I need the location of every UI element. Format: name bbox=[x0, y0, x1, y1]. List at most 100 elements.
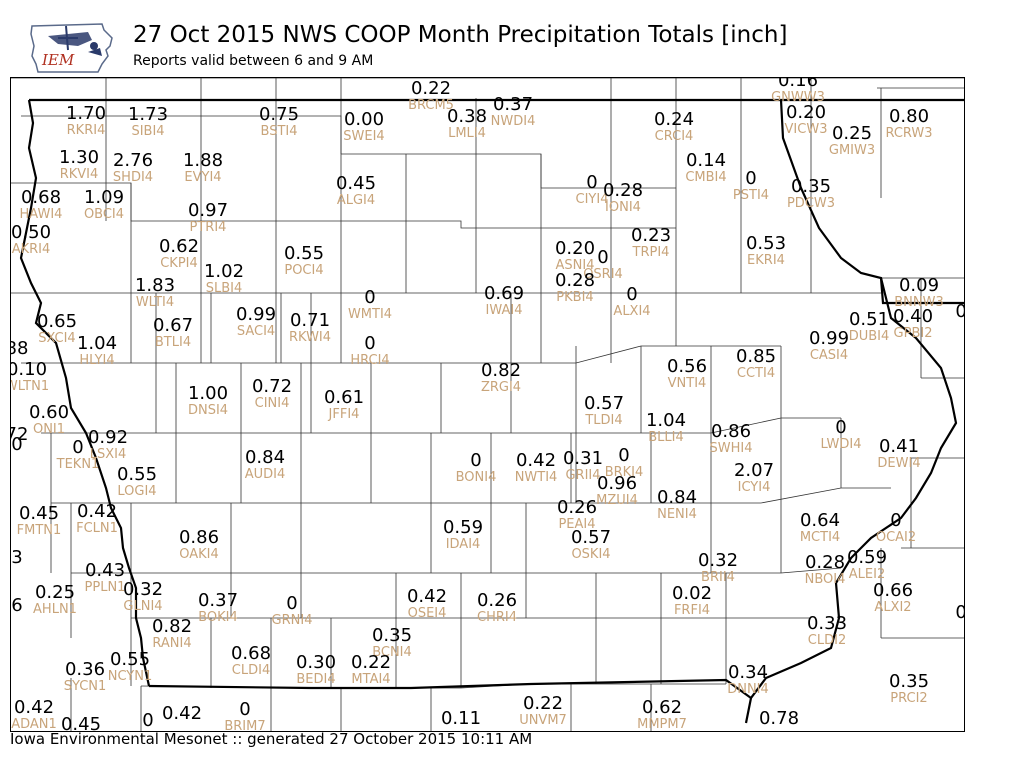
precip-value: 0.23 bbox=[631, 225, 671, 246]
station-id: CLDI2 bbox=[808, 633, 846, 648]
station-id: GRII4 bbox=[565, 468, 600, 483]
station-id: BOKI4 bbox=[198, 610, 238, 625]
precip-value: 0.28 bbox=[555, 270, 595, 291]
precip-value: 1.04 bbox=[77, 333, 117, 354]
station-id: BRII4 bbox=[701, 570, 735, 585]
precip-value: 0.55 bbox=[117, 464, 157, 485]
precip-value: 0. bbox=[955, 301, 964, 322]
station-id: HRCI4 bbox=[350, 353, 389, 368]
station-id: PEAI4 bbox=[558, 517, 595, 532]
station-id: IDAI4 bbox=[446, 537, 481, 552]
station-id: PSTI4 bbox=[733, 188, 769, 203]
station-id: FRFI4 bbox=[674, 603, 710, 618]
precip-value: 2.76 bbox=[113, 150, 153, 171]
precip-value: 0 bbox=[364, 287, 375, 308]
precip-value: 0.42 bbox=[162, 703, 202, 724]
precip-value: 0.37 bbox=[493, 94, 533, 115]
precip-value: 0.42 bbox=[14, 697, 54, 718]
precip-value: 0.84 bbox=[657, 487, 697, 508]
precip-value: 0.22 bbox=[523, 693, 563, 714]
station-plot: 0.10WLTN1 bbox=[11, 359, 49, 394]
precip-value: 0.51 bbox=[849, 309, 889, 330]
station-id: HAWI4 bbox=[20, 207, 63, 222]
precip-value: 0.35 bbox=[889, 671, 929, 692]
station-id: OAKI4 bbox=[179, 547, 219, 562]
precip-value: 0.67 bbox=[153, 315, 193, 336]
precip-value: 1.02 bbox=[204, 261, 244, 282]
station-id: BTLI4 bbox=[155, 335, 191, 350]
station-id: GMIW3 bbox=[829, 143, 875, 158]
station-id: NENI4 bbox=[657, 507, 697, 522]
station-id: AHLN1 bbox=[33, 602, 77, 617]
station-id: PPLN1 bbox=[85, 580, 126, 595]
precip-value: 0 bbox=[586, 172, 597, 193]
station-id: FCLN1 bbox=[76, 521, 118, 536]
station-id: GNWW3 bbox=[771, 90, 825, 105]
station-id: RKRI4 bbox=[67, 123, 106, 138]
precip-value: 0.64 bbox=[800, 510, 840, 531]
station-id: SWHI4 bbox=[710, 441, 753, 456]
precip-value: 0.33 bbox=[807, 613, 847, 634]
station-id: LMLI4 bbox=[448, 126, 486, 141]
precip-value: 0.69 bbox=[484, 283, 524, 304]
precip-value: 0.45 bbox=[19, 503, 59, 524]
station-id: ADAN1 bbox=[11, 717, 57, 731]
station-id: BRCM5 bbox=[408, 98, 454, 113]
precip-value: 0 bbox=[890, 510, 901, 531]
station-id: ASNI4 bbox=[556, 258, 595, 273]
precip-value: 0.59 bbox=[847, 547, 887, 568]
precip-value: 0.00 bbox=[344, 109, 384, 130]
station-id: DEWI4 bbox=[877, 456, 920, 471]
precip-value: 0.78 bbox=[759, 708, 799, 729]
precip-value: 0.42 bbox=[77, 501, 117, 522]
station-id: GPBI2 bbox=[894, 326, 933, 341]
precip-value: 0.22 bbox=[351, 652, 391, 673]
station-id: WLTI4 bbox=[136, 295, 174, 310]
precip-value: 0.10 bbox=[11, 359, 47, 380]
precip-value: 0.35 bbox=[372, 625, 412, 646]
precip-value: 0 bbox=[286, 593, 297, 614]
station-id: GLNI4 bbox=[123, 599, 162, 614]
precip-value: 1.30 bbox=[59, 147, 99, 168]
footer-credit: Iowa Environmental Mesonet :: generated … bbox=[10, 730, 533, 748]
station-id: MMPM7 bbox=[637, 717, 687, 731]
precip-value: 0.84 bbox=[245, 447, 285, 468]
station-id: LWDI4 bbox=[820, 437, 861, 452]
station-id: BNNW3 bbox=[894, 295, 944, 310]
precip-value: 1.83 bbox=[135, 275, 175, 296]
station-plot: 3 bbox=[11, 547, 22, 568]
station-id: SYCN1 bbox=[64, 679, 107, 694]
precip-value: 0.14 bbox=[686, 150, 726, 171]
precip-value: 0.62 bbox=[642, 697, 682, 718]
precip-value: 0.36 bbox=[65, 659, 105, 680]
